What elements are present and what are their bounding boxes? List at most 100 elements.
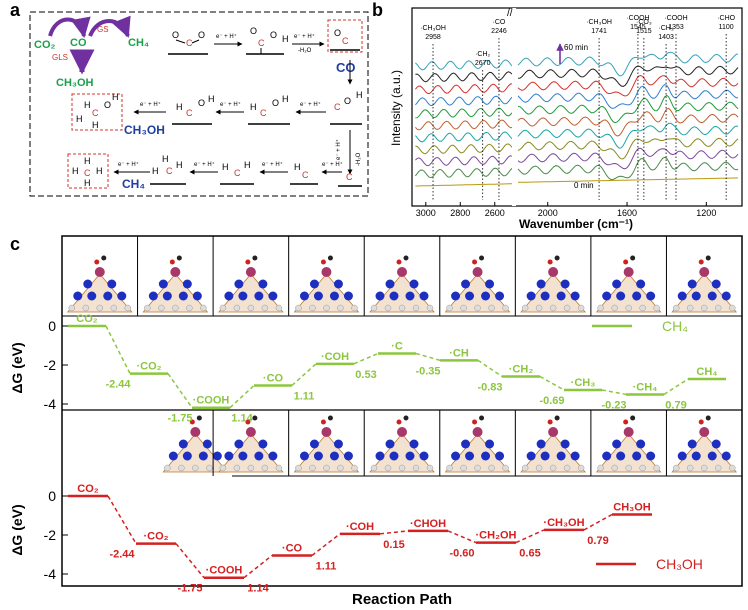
y-tick-label: 0	[48, 488, 56, 504]
step-label: e⁻ + H⁺	[322, 161, 343, 168]
svg-text:H: H	[76, 114, 83, 124]
peak-wavenumber-label: 2670	[475, 60, 491, 67]
state-label: ·C	[391, 340, 403, 352]
peak-species-label: ·CH₃	[658, 25, 673, 32]
peak-wavenumber-label: 1100	[719, 24, 734, 31]
y-tick-label: -2	[44, 357, 57, 373]
legend-ch4-label: CH₄	[662, 318, 688, 334]
step-label: e⁻ + H⁺	[140, 101, 161, 108]
state-label: ·COOH	[193, 395, 230, 407]
catalyst-structure-icon	[671, 415, 738, 473]
svg-text:O: O	[250, 26, 257, 36]
svg-text:O: O	[198, 30, 205, 40]
legend-gs: GS	[97, 25, 109, 34]
svg-text:H: H	[356, 90, 363, 100]
reaction-path-xlabel: Reaction Path	[352, 591, 452, 608]
svg-text:H: H	[250, 102, 257, 112]
panel-label-a: a	[10, 0, 21, 20]
y-tick-label: -4	[44, 396, 57, 412]
panel-c: c ΔG (eV) ΔG (eV) 0 -2 -4 0 -2 -4 CO₂ ·CO₂ -2.4…	[9, 234, 743, 608]
co-molecule-icon: OC	[330, 28, 360, 51]
c-atom-icon: C	[338, 172, 362, 187]
energy-connector	[291, 363, 317, 387]
panel-b: b Intensity (a.u.) Wavenumber (cm⁻¹) 300…	[372, 0, 743, 231]
ch-molecule-icon: HC	[290, 162, 318, 185]
step-energy-label: 0.53	[355, 369, 376, 381]
energy-connector	[601, 389, 627, 396]
co-label: CO	[336, 60, 356, 75]
step-label: e⁻ + H⁺	[294, 33, 315, 40]
svg-text:C: C	[186, 108, 193, 118]
state-label: ·CO	[263, 372, 284, 384]
svg-text:H: H	[112, 92, 119, 102]
svg-text:C: C	[342, 36, 349, 46]
catalyst-structure-icon	[293, 415, 360, 473]
catalyst-structure-icon	[369, 415, 435, 473]
svg-text:H: H	[92, 120, 99, 130]
step-energy-label: 1.11	[316, 560, 337, 572]
state-label: ·COH	[346, 521, 374, 533]
svg-text:C: C	[166, 166, 173, 176]
energy-connector	[107, 495, 137, 544]
ch3-molecule-icon: HH CH	[150, 154, 186, 185]
svg-text:C: C	[234, 168, 241, 178]
catalyst-structure-icon	[595, 255, 662, 313]
spectrum-line	[415, 65, 739, 88]
peak-wavenumber-label: 2958	[425, 34, 441, 41]
ch2-molecule-icon: HCH	[220, 160, 254, 185]
legend-gls: GLS	[52, 53, 68, 62]
energy-connector	[175, 543, 205, 579]
step-energy-label: 1.14	[247, 583, 269, 595]
energy-connector	[515, 529, 545, 544]
svg-text:C: C	[92, 108, 99, 118]
ch2oh-molecule-icon: HCO H	[172, 94, 215, 125]
peak-species-label: ·CH₃OH	[420, 25, 446, 32]
state-label: ·CO	[282, 542, 303, 554]
energy-connector	[379, 530, 409, 535]
svg-text:H: H	[208, 94, 215, 104]
svg-text:H: H	[84, 156, 91, 166]
state-label: ·CH₃OH	[543, 517, 584, 529]
step-energy-label: 0.79	[665, 399, 686, 411]
catalyst-structure-icon	[444, 255, 511, 313]
y-tick-label: -2	[44, 527, 57, 543]
svg-text:C: C	[258, 38, 265, 48]
spectrum-line	[415, 147, 739, 170]
peak-species-label: ·CH₂	[475, 51, 490, 58]
energy-connector	[243, 554, 273, 579]
step-label: e⁻ + H⁺	[335, 139, 342, 160]
step-energy-label: 1.11	[294, 390, 315, 402]
coh-molecule-icon: COH	[330, 90, 363, 125]
row-1: OCO e⁻ + H⁺ OCO H e⁻ + H⁺ -H₂O OC CO	[168, 19, 363, 85]
catalyst-structure-icon	[218, 415, 284, 473]
panel-a: a CO₂ CO CH₄ GS GLS CH₃OH OCO e⁻ + H⁺ OC…	[10, 0, 369, 197]
state-label: CO₂	[77, 483, 99, 495]
svg-text:O: O	[334, 28, 341, 38]
peak-species-label: ·COOH	[664, 15, 687, 22]
legend-ch4: CH₄	[128, 37, 149, 49]
energy-connector	[477, 359, 503, 378]
svg-text:O: O	[272, 98, 279, 108]
ch3oh-energy-path: CO₂ ·CO₂ -2.44 ·COOH -1.75 ·CO 1.14 ·COH 1.11 ·CH…	[68, 483, 652, 595]
state-label: CH₄	[696, 366, 717, 378]
step-energy-label: 1.14	[231, 413, 253, 425]
svg-text:C: C	[302, 170, 309, 180]
peak-wavenumber-label: 2246	[491, 28, 507, 35]
co2-molecule-icon: OCO	[168, 30, 208, 55]
catalyst-structure-icon	[218, 255, 284, 313]
y-tick-label: -4	[44, 566, 57, 582]
x-tick-label: 2000	[538, 208, 558, 218]
svg-text:H: H	[96, 166, 103, 176]
x-tick-label: 2800	[450, 208, 470, 218]
energy-connector	[583, 513, 613, 531]
step-energy-label: -2.44	[109, 549, 135, 561]
svg-text:O: O	[344, 96, 351, 106]
top-ylabel: ΔG (eV)	[9, 342, 25, 393]
legend-ch3oh: CH₃OH	[56, 77, 94, 89]
time-bottom-label: 0 min	[574, 181, 594, 190]
co-highlight-box	[327, 19, 363, 53]
energy-connector	[447, 530, 477, 544]
spectrum-line	[415, 177, 739, 187]
